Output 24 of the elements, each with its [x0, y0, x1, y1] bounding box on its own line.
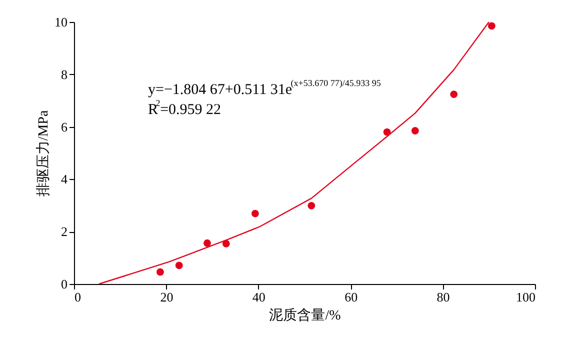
y-axis-title: 排驱压力/MPa [36, 110, 52, 197]
x-tick-label: 0 [74, 290, 81, 304]
y-tick-label: 2 [61, 224, 68, 240]
x-tick-label: 60 [344, 290, 358, 304]
point [488, 22, 496, 30]
x-tick-label: 80 [436, 290, 450, 304]
point [175, 262, 183, 270]
x-tick-label: 100 [516, 290, 536, 304]
point [222, 240, 230, 248]
y-tick-label: 0 [61, 276, 68, 292]
point [156, 268, 164, 276]
point [308, 202, 316, 210]
point [204, 239, 211, 247]
point [450, 90, 458, 98]
x-tick-label: 40 [252, 290, 266, 304]
y-tick-label: 10 [54, 14, 68, 30]
point [383, 128, 391, 136]
y-tick-label: 6 [61, 119, 68, 134]
point [411, 127, 419, 134]
x-tick-label: 20 [160, 290, 174, 304]
y-tick-label: 8 [61, 66, 68, 82]
point [251, 210, 259, 218]
y-tick-label: 4 [61, 172, 68, 187]
x-axis-title: 泥质含量/% [269, 308, 342, 324]
